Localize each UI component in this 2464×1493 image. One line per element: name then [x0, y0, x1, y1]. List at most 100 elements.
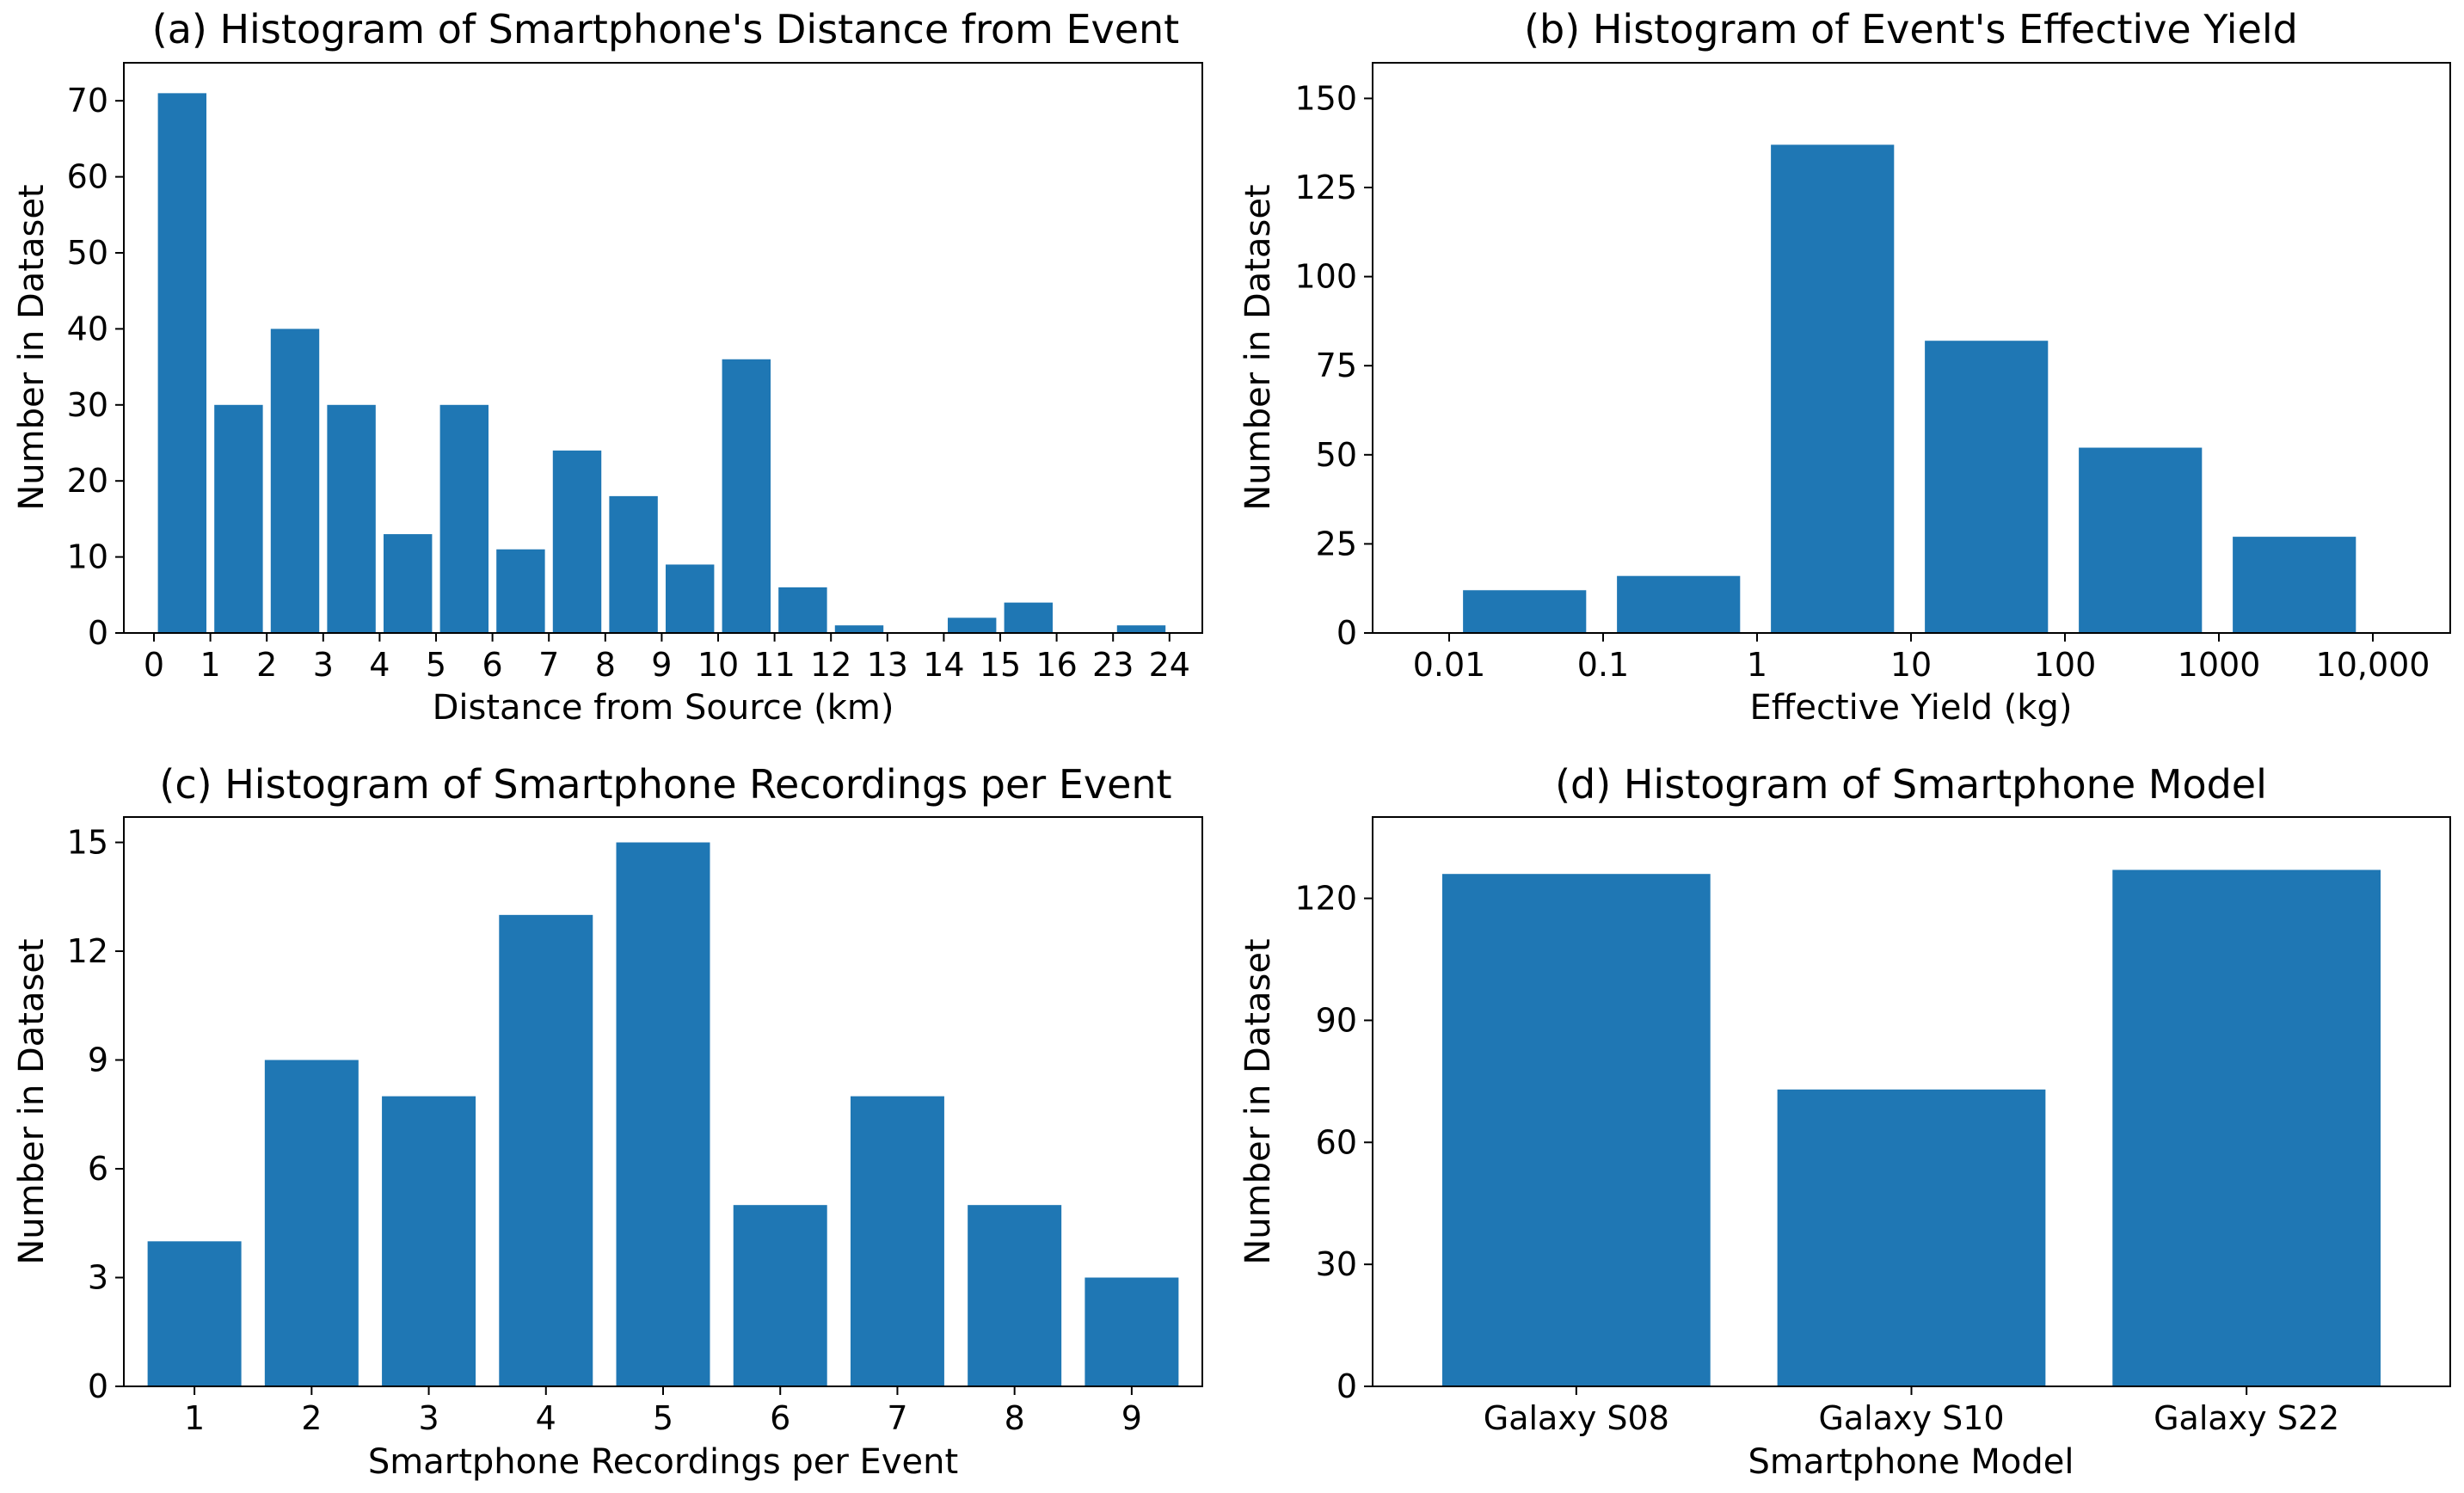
panel-a-xtick-label: 0	[144, 646, 164, 684]
panel-a-xtick-label: 3	[313, 646, 334, 684]
panel-c-bar	[850, 1096, 944, 1386]
panel-d-ytick-label: 90	[1316, 1001, 1357, 1039]
panel-b-xtick-label: 0.01	[1413, 646, 1486, 684]
panel-c-xtick-label: 8	[1005, 1399, 1025, 1437]
panel-b-ylabel: Number in Dataset	[1238, 184, 1278, 510]
panel-a-bar	[665, 564, 715, 633]
panel-a-bar	[552, 450, 602, 633]
panel-a-ytick-label: 20	[67, 462, 108, 500]
panel-a-xtick-label: 23	[1092, 646, 1134, 684]
panel-a-bar	[327, 404, 376, 633]
panel-c-xtick-label: 6	[770, 1399, 790, 1437]
panel-a-bar	[383, 534, 433, 633]
panel-d-title: (d) Histogram of Smartphone Model	[1555, 761, 2267, 808]
panel-b: (b) Histogram of Event's Effective Yield…	[1238, 6, 2451, 728]
panel-a-xtick-label: 8	[595, 646, 616, 684]
panel-c-ytick-label: 12	[67, 932, 108, 970]
panel-b-xtick-label: 0.1	[1577, 646, 1629, 684]
panel-c-ytick-label: 9	[88, 1041, 108, 1079]
panel-c-bar	[968, 1205, 1062, 1386]
panel-a-xtick-label: 11	[753, 646, 795, 684]
panel-a-ytick-label: 30	[67, 386, 108, 424]
panel-a-bar	[439, 404, 489, 633]
panel-a-xlabel: Distance from Source (km)	[433, 688, 894, 728]
panel-a-xtick-label: 7	[538, 646, 559, 684]
panel-a-ylabel: Number in Dataset	[12, 184, 52, 510]
panel-c-axes-frame	[123, 816, 1203, 1387]
panel-c-ytick-label: 6	[88, 1150, 108, 1188]
panel-c-bar	[1085, 1277, 1179, 1386]
panel-b-ytick-label: 100	[1294, 258, 1357, 296]
panel-d-bar	[2112, 869, 2381, 1386]
panel-c-bar	[616, 842, 710, 1386]
panel-a-ytick-label: 40	[67, 310, 108, 347]
panel-a-xtick-label: 16	[1035, 646, 1077, 684]
panel-c-xlabel: Smartphone Recordings per Event	[368, 1442, 958, 1482]
panel-a-ytick-label: 70	[67, 82, 108, 120]
panel-d-axes-frame	[1372, 816, 2451, 1387]
panel-c-ytick-label: 3	[88, 1259, 108, 1297]
panel-a-bar	[270, 329, 320, 633]
panel-d-bar	[1777, 1089, 2046, 1386]
panel-a-bar	[496, 549, 545, 633]
panel-d-xtick-label: Galaxy S08	[1484, 1399, 1669, 1437]
panel-a-xtick-label: 12	[810, 646, 851, 684]
panel-a-bar	[947, 617, 997, 633]
panel-b-title: (b) Histogram of Event's Effective Yield	[1524, 6, 2298, 52]
panel-c-ytick-label: 15	[67, 824, 108, 862]
panel-b-bar	[1925, 341, 2049, 633]
panel-a-xtick-label: 13	[867, 646, 908, 684]
panel-b-bar	[2233, 537, 2356, 633]
panel-b-xtick-label: 10	[1890, 646, 1932, 684]
panel-a-xtick-label: 10	[697, 646, 739, 684]
panel-a-bar	[1116, 625, 1166, 633]
panel-b-ytick-label: 25	[1316, 525, 1357, 562]
panel-b-bar	[2079, 447, 2203, 633]
panel-a-xtick-label: 6	[482, 646, 503, 684]
panel-a-xtick-label: 2	[256, 646, 277, 684]
panel-d-ytick-label: 30	[1316, 1245, 1357, 1283]
panel-a-xtick-label: 24	[1149, 646, 1190, 684]
panel-c-bar	[264, 1060, 359, 1386]
panel-a-xtick-label: 1	[200, 646, 221, 684]
panel-c-bar	[147, 1241, 242, 1386]
panel-a: (a) Histogram of Smartphone's Distance f…	[12, 6, 1203, 728]
panel-a-xtick-label: 4	[369, 646, 390, 684]
panel-b-xtick-label: 1	[1747, 646, 1767, 684]
panel-a-ytick-label: 60	[67, 158, 108, 196]
panel-d-ytick-label: 120	[1294, 880, 1357, 918]
panel-a-bar	[1004, 602, 1054, 633]
panel-a-xtick-label: 14	[923, 646, 964, 684]
panel-d-xtick-label: Galaxy S10	[1818, 1399, 2004, 1437]
panel-a-ytick-label: 0	[88, 614, 108, 652]
panel-d-xtick-label: Galaxy S22	[2154, 1399, 2339, 1437]
panel-b-ytick-label: 0	[1336, 614, 1357, 652]
panel-b-ytick-label: 150	[1294, 79, 1357, 117]
panel-a-bar	[214, 404, 263, 633]
panel-c-bar	[382, 1096, 476, 1386]
panel-a-title: (a) Histogram of Smartphone's Distance f…	[152, 6, 1179, 52]
panel-d-ytick-label: 60	[1316, 1123, 1357, 1161]
panel-c-xtick-label: 4	[536, 1399, 556, 1437]
panel-c-xtick-label: 2	[301, 1399, 322, 1437]
panel-a-bar	[834, 625, 884, 633]
panel-d-ylabel: Number in Dataset	[1238, 938, 1278, 1264]
panel-d-xlabel: Smartphone Model	[1748, 1442, 2074, 1482]
panel-c-ytick-label: 0	[88, 1367, 108, 1405]
panel-a-axes-frame	[123, 62, 1203, 634]
panel-a-xtick-label: 9	[651, 646, 672, 684]
panel-a-bar	[778, 587, 827, 633]
panel-d-bar	[1441, 874, 1711, 1386]
panel-a-xtick-label: 5	[426, 646, 446, 684]
panel-c-title: (c) Histogram of Smartphone Recordings p…	[159, 761, 1171, 808]
panel-c-xtick-label: 7	[887, 1399, 907, 1437]
panel-b-bar	[1617, 575, 1741, 633]
panel-c-bar	[499, 914, 593, 1386]
panel-c-bar	[733, 1205, 827, 1386]
panel-a-ytick-label: 50	[67, 234, 108, 272]
panel-b-xtick-label: 100	[2034, 646, 2097, 684]
panel-a-bar	[722, 359, 771, 633]
panel-b-axes-frame	[1372, 62, 2451, 634]
panel-c-xtick-label: 1	[184, 1399, 205, 1437]
